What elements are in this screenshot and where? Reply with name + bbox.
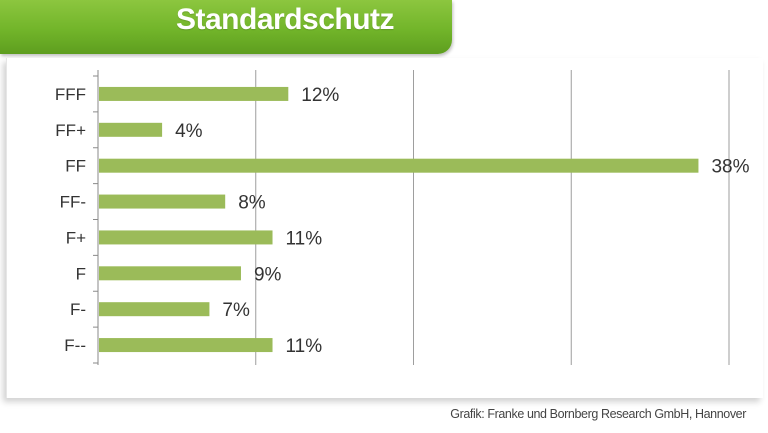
title-banner: Standardschutz (0, 0, 452, 54)
source-credit: Grafik: Franke und Bornberg Research Gmb… (450, 407, 746, 421)
value-label: 12% (301, 85, 339, 106)
category-label: FFF (55, 85, 86, 104)
value-label: 11% (286, 336, 323, 357)
value-label: 8% (238, 193, 266, 214)
value-label: 38% (711, 157, 749, 178)
category-label: FF (65, 157, 86, 176)
category-label: FF- (60, 193, 86, 212)
value-label: 4% (175, 121, 203, 142)
bar (99, 338, 273, 353)
bar (99, 194, 226, 209)
chart-title: Standardschutz (176, 3, 395, 36)
bar (99, 122, 163, 137)
bar (99, 266, 241, 281)
category-label: F- (70, 300, 86, 319)
value-label: 9% (254, 264, 282, 285)
value-label: 11% (286, 228, 323, 249)
bar (99, 86, 289, 101)
category-label: F-- (64, 336, 86, 355)
bar (99, 230, 273, 245)
category-label: F (76, 264, 86, 283)
bar (99, 302, 210, 317)
bar (99, 158, 699, 173)
bar-chart: FFF 12% FF+ 4% FF 38% FF- 8% F+ 11% F 9% F- 7% F-- 11% (55, 70, 750, 365)
category-label: FF+ (55, 121, 86, 140)
chart-frame: FFF 12% FF+ 4% FF 38% FF- 8% F+ 11% F 9% F- 7% F-- 11% (6, 58, 763, 398)
category-label: F+ (66, 228, 86, 247)
value-label: 7% (222, 300, 250, 321)
